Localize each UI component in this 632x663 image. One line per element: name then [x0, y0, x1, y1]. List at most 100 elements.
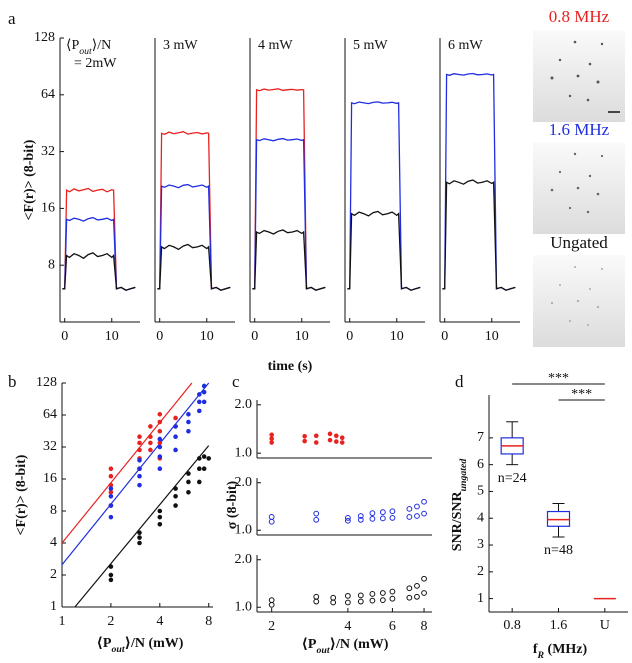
point: [339, 435, 345, 441]
trace: [347, 210, 421, 291]
point: [157, 419, 163, 425]
point: [414, 582, 420, 589]
x-tick-label: 2: [107, 614, 114, 629]
point: [268, 601, 275, 608]
x-tick-label: 4: [156, 614, 163, 629]
point: [148, 447, 153, 453]
label-part: ⟩/N: [92, 38, 111, 53]
image-spots: [550, 40, 604, 102]
point: [269, 436, 274, 441]
point: [269, 432, 274, 438]
point: [414, 503, 420, 510]
point: [157, 440, 163, 446]
y-tick-label: 7: [477, 430, 484, 445]
point: [137, 434, 142, 439]
point: [389, 515, 396, 521]
y-axis-label: <F(r)> (8-bit): [22, 139, 37, 220]
annotation: = 2mW: [74, 56, 117, 71]
label-part: ungated: [458, 458, 469, 492]
point: [197, 408, 202, 414]
y-tick-label: 2: [50, 567, 57, 582]
point: [197, 479, 202, 485]
significance-label: ***: [548, 371, 569, 386]
point: [173, 434, 178, 439]
point: [313, 510, 320, 517]
point: [379, 590, 386, 596]
x-tick-label: 8: [421, 619, 428, 634]
point: [406, 585, 413, 592]
y-tick-label: 1.0: [235, 522, 253, 537]
point: [389, 595, 396, 602]
trace: [252, 88, 326, 291]
point: [414, 593, 420, 600]
point: [137, 466, 142, 471]
y-tick-label: 4: [477, 510, 484, 525]
subplot-title: 4 mW: [258, 38, 293, 53]
point: [406, 594, 413, 601]
point: [344, 592, 351, 599]
image-label: 1.6 MHz: [549, 120, 610, 139]
x-tick-label: 0: [61, 329, 68, 344]
x-tick-label: 10: [485, 329, 499, 344]
point: [186, 419, 191, 425]
point: [137, 447, 142, 453]
fit-line: [61, 382, 210, 566]
point: [344, 599, 351, 606]
significance-label: ***: [571, 387, 592, 402]
panel-label: d: [455, 372, 464, 391]
point: [108, 503, 114, 508]
point: [369, 510, 376, 517]
x-tick-label: 10: [105, 329, 119, 344]
label-part: ⟩/N (mW): [330, 637, 389, 652]
x-tick-label: 0: [156, 329, 163, 344]
x-tick-label: 1: [59, 614, 66, 629]
y-tick-label: 16: [41, 201, 55, 216]
point: [108, 489, 114, 495]
y-tick-label: 32: [41, 144, 55, 159]
point: [379, 515, 386, 522]
x-tick-label: 10: [390, 329, 404, 344]
trace: [157, 183, 231, 291]
point: [173, 424, 178, 429]
point: [201, 454, 207, 459]
label-part: ⟨P: [97, 636, 112, 651]
x-tick-label: 0.8: [503, 618, 521, 633]
label-part: ⟨P: [66, 38, 79, 53]
point: [201, 383, 207, 389]
point: [173, 486, 178, 491]
subplot-title: 3 mW: [163, 38, 198, 53]
point: [327, 431, 333, 437]
x-tick-label: 8: [205, 614, 212, 629]
point: [148, 434, 153, 439]
y-axis-label: σ (8-bit): [225, 480, 240, 529]
x-tick-label: 2: [268, 619, 275, 634]
label-part: f: [533, 642, 538, 657]
point: [339, 440, 345, 445]
point: [344, 515, 351, 521]
x-axis-label: time (s): [268, 359, 313, 374]
point: [137, 530, 142, 535]
point: [313, 598, 320, 605]
point: [157, 521, 163, 527]
point: [369, 591, 376, 597]
trace: [442, 179, 516, 291]
point: [302, 433, 307, 439]
y-tick-label: 1: [50, 599, 57, 614]
y-tick-label: 5: [477, 484, 484, 499]
point: [357, 592, 364, 599]
point: [197, 456, 202, 461]
y-axis-label: SNR/SNRungated: [450, 458, 469, 552]
y-tick-label: 2.0: [235, 552, 253, 567]
point: [186, 411, 191, 417]
label-part: SNR/SNR: [450, 490, 465, 551]
point: [108, 486, 114, 491]
point: [173, 493, 178, 499]
point: [197, 399, 202, 405]
y-axis-label: <F(r)> (8-bit): [14, 454, 29, 535]
fit-line: [74, 445, 210, 608]
point: [369, 597, 376, 604]
x-axis-label: ⟨Pout⟩/N (mW): [302, 637, 389, 656]
point: [148, 424, 153, 429]
point: [108, 493, 114, 499]
point: [344, 517, 351, 524]
